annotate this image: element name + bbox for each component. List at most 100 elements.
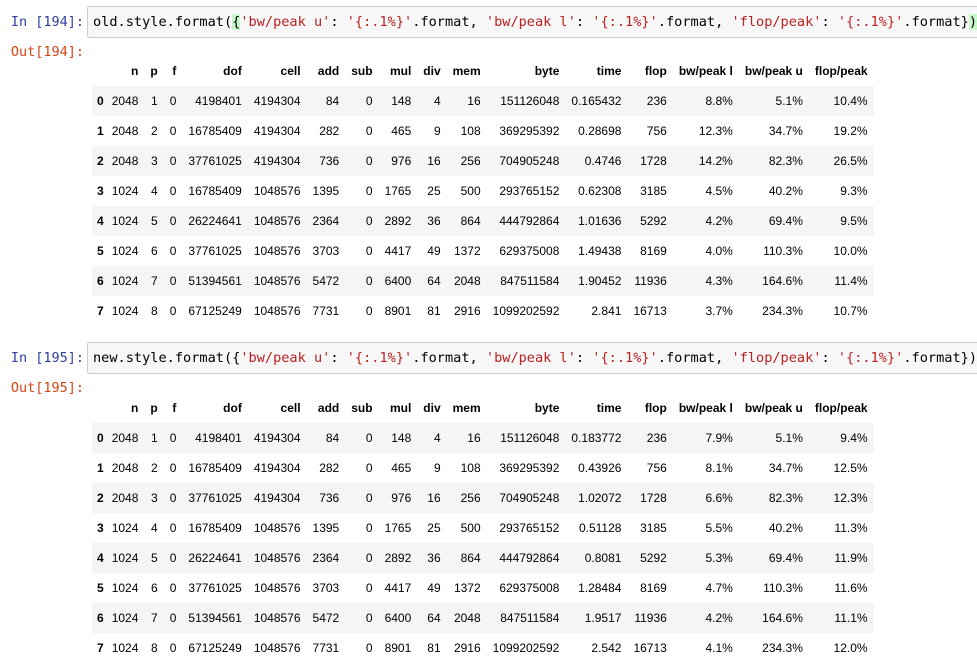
code-sep-3: :: [821, 14, 838, 30]
code-sep-1: :: [330, 14, 347, 30]
table-cell: 4194304: [253, 94, 301, 108]
table-cell: 64: [427, 611, 441, 625]
dataframe-table: n p f dof cell add sub mul div mem byte time flop bw/…: [92, 56, 874, 326]
table-cell: 4.2%: [705, 214, 733, 228]
table-cell: 2.542: [591, 641, 622, 655]
table-cell: 1048576: [253, 244, 301, 258]
table-cell: 3185: [640, 184, 667, 198]
table-cell: 4.7%: [705, 581, 733, 595]
table-cell: 1024: [111, 184, 139, 198]
table-cell: 976: [391, 491, 412, 505]
table-cell: 0.62308: [578, 184, 622, 198]
code-key-2: 'bw/peak l': [485, 350, 576, 366]
table-cell: 0: [169, 154, 177, 168]
table-cell: 4417: [384, 581, 412, 595]
table-cell: 37761025: [188, 581, 242, 595]
table-cell: 82.3%: [768, 491, 803, 505]
table-cell: 1024: [111, 274, 139, 288]
table-cell: 26.5%: [833, 154, 868, 168]
table-cell: 1024: [111, 244, 139, 258]
table-cell: 19.2%: [833, 124, 868, 138]
column-header: byte: [534, 64, 560, 78]
table-cell: 64: [427, 274, 441, 288]
code-value-2: '{:.1%}': [592, 350, 658, 366]
table-cell: 0: [169, 551, 177, 565]
table-cell: 8169: [640, 581, 667, 595]
table-cell: 37761025: [188, 154, 242, 168]
table-cell: 8.8%: [705, 94, 733, 108]
table-cell: 4194304: [253, 124, 301, 138]
table-cell: 976: [391, 154, 412, 168]
code-close-paren: ): [968, 14, 977, 30]
table-cell: 16: [467, 431, 481, 445]
table-cell: 629375008: [499, 244, 560, 258]
table-cell: 151126048: [500, 94, 560, 108]
table-cell: 40.2%: [768, 184, 803, 198]
table-cell: 704905248: [499, 154, 560, 168]
table-cell: 282: [319, 461, 340, 475]
row-index: 0: [97, 94, 104, 108]
table-row: 0 2048 1 0 4198401 4194304 84 0 148 4 16 151126048 0…: [92, 423, 874, 453]
code-input[interactable]: old.style.format({'bw/peak u': '{:.1%}'.…: [87, 6, 977, 38]
table-cell: 369295392: [499, 461, 560, 475]
table-cell: 4: [433, 94, 441, 108]
index-header: [92, 56, 106, 86]
table-cell: 1048576: [253, 611, 301, 625]
column-header: p: [150, 64, 158, 78]
code-input[interactable]: new.style.format({'bw/peak u': '{:.1%}'.…: [87, 342, 977, 374]
table-cell: 2048: [453, 611, 481, 625]
table-row: 4 1024 5 0 26224641 1048576 2364 0 2892 36 864 4447…: [92, 206, 874, 236]
table-cell: 3703: [312, 581, 340, 595]
table-cell: 0: [365, 214, 373, 228]
table-cell: 1048576: [253, 304, 301, 318]
table-cell: 5.1%: [775, 94, 803, 108]
table-header-row: n p f dof cell add sub mul div mem byte time flop bw/…: [92, 56, 874, 86]
table-cell: 0: [365, 94, 373, 108]
table-cell: 0: [169, 304, 177, 318]
table-cell: 0: [169, 461, 177, 475]
table-cell: 9.3%: [840, 184, 868, 198]
table-cell: 1024: [111, 304, 139, 318]
table-cell: 847511584: [500, 611, 560, 625]
table-cell: 1372: [453, 581, 481, 595]
row-index: 2: [97, 154, 104, 168]
code-prefix: new.style.format: [93, 350, 224, 366]
column-header: time: [596, 64, 622, 78]
table-cell: 110.3%: [763, 244, 803, 258]
table-cell: 6: [151, 244, 158, 258]
table-cell: 500: [460, 521, 481, 535]
dataframe-table: n p f dof cell add sub mul div mem byte time flop bw/…: [92, 393, 874, 663]
table-cell: 0: [169, 581, 177, 595]
table-cell: 704905248: [499, 491, 560, 505]
table-cell: 11.1%: [834, 611, 868, 625]
table-cell: 8169: [640, 244, 667, 258]
table-cell: 51394561: [188, 611, 242, 625]
table-cell: 7731: [312, 304, 340, 318]
table-cell: 5: [151, 551, 158, 565]
input-prompt: In [194]:: [10, 14, 84, 30]
table-cell: 81: [427, 304, 441, 318]
table-cell: 26224641: [188, 214, 242, 228]
table-cell: 4.1%: [705, 641, 733, 655]
table-cell: 11.4%: [834, 274, 868, 288]
input-prompt: In [195]:: [10, 350, 84, 366]
table-cell: 1728: [640, 154, 667, 168]
code-tail-2: .format,: [657, 350, 732, 366]
table-cell: 9.4%: [840, 431, 868, 445]
table-cell: 26224641: [188, 551, 242, 565]
table-cell: 37761025: [188, 244, 242, 258]
table-cell: 151126048: [500, 431, 560, 445]
table-cell: 6400: [384, 611, 412, 625]
table-cell: 1.02072: [578, 491, 622, 505]
table-cell: 16: [427, 491, 441, 505]
table-cell: 7.9%: [705, 431, 733, 445]
table-cell: 9: [433, 461, 441, 475]
table-cell: 16785409: [188, 461, 242, 475]
table-cell: 1099202592: [492, 641, 560, 655]
table-cell: 465: [391, 124, 412, 138]
table-cell: 0: [365, 611, 373, 625]
code-key-1: 'bw/peak u': [240, 350, 331, 366]
code-open-paren: (: [223, 350, 233, 366]
table-cell: 1024: [111, 641, 139, 655]
table-cell: 4: [433, 431, 441, 445]
